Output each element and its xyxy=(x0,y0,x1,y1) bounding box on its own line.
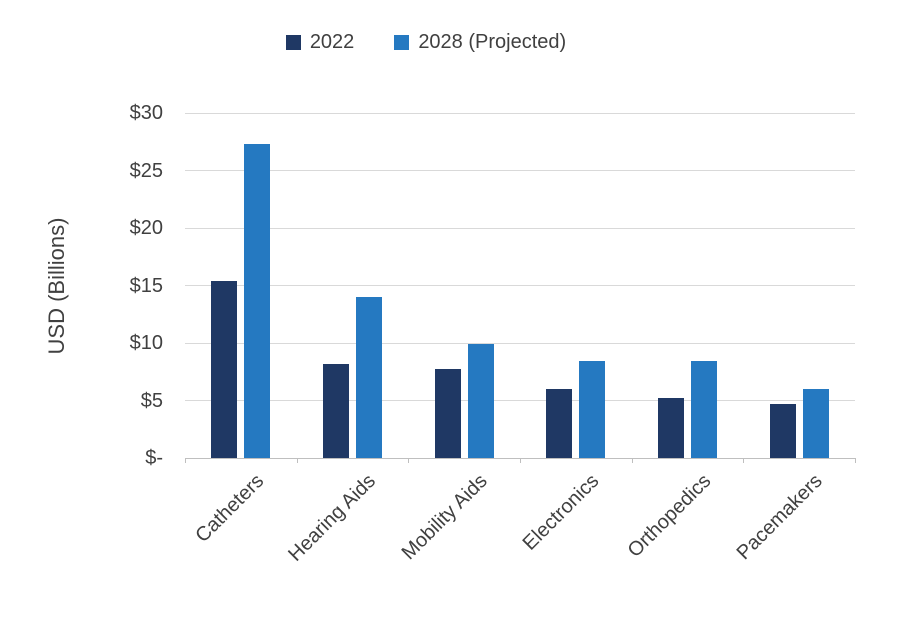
gridline xyxy=(185,400,855,401)
x-tick-label-hearing-aids: Hearing Aids xyxy=(284,470,381,566)
bar-2022-hearing-aids xyxy=(323,363,349,458)
x-axis-tick xyxy=(408,458,410,463)
bar-2022-electronics xyxy=(546,389,573,458)
x-tick-label-catheters: Catheters xyxy=(191,470,269,547)
bar-2022-orthopedics xyxy=(658,398,684,458)
chart-legend: 2022 2028 (Projected) xyxy=(0,31,852,54)
x-axis-tick xyxy=(185,458,186,463)
x-axis-tick xyxy=(296,458,298,463)
y-tick-label: $15 xyxy=(129,274,163,297)
bar-2028-projected-hearing-aids xyxy=(356,297,382,458)
y-tick-label: $30 xyxy=(129,102,163,124)
bar-2028-projected-catheters xyxy=(244,144,271,458)
x-axis-tick xyxy=(743,458,745,463)
legend-label-2028-projected: 2028 (Projected) xyxy=(418,31,567,53)
x-tick-label-pacemakers: Pacemakers xyxy=(732,470,827,565)
x-axis-tick xyxy=(520,458,521,463)
gridline xyxy=(185,285,855,286)
bar-2022-catheters xyxy=(211,280,238,458)
x-tick-label-electronics: Electronics xyxy=(518,470,604,555)
x-tick-label-orthopedics: Orthopedics xyxy=(623,470,716,562)
x-axis-tick xyxy=(631,458,633,463)
legend-swatch-2028-projected xyxy=(394,35,410,50)
y-tick-label: $25 xyxy=(129,159,163,182)
bar-2028-projected-orthopedics xyxy=(691,361,717,458)
legend-label-2022: 2022 xyxy=(309,31,355,53)
legend-swatch-2022 xyxy=(285,35,301,50)
x-tick-label-mobility-aids: Mobility Aids xyxy=(397,470,492,565)
legend-item-2028-projected: 2028 (Projected) xyxy=(394,31,566,54)
plot-area xyxy=(185,112,855,459)
gridline xyxy=(185,342,855,344)
bar-2022-pacemakers xyxy=(769,403,796,458)
y-tick-label: $- xyxy=(145,447,163,469)
y-tick-label: $20 xyxy=(129,217,163,239)
y-tick-label: $5 xyxy=(140,389,163,412)
gridline xyxy=(185,112,855,114)
y-tick-label: $10 xyxy=(129,332,163,354)
legend-item-2022: 2022 xyxy=(285,31,355,54)
bar-2028-projected-mobility-aids xyxy=(467,344,494,458)
bar-2022-mobility-aids xyxy=(434,369,461,458)
gridline xyxy=(185,170,855,171)
bar-2028-projected-pacemakers xyxy=(802,389,829,458)
x-axis-tick xyxy=(855,458,856,463)
gridline xyxy=(185,227,855,229)
bar-2028-projected-electronics xyxy=(579,361,606,458)
